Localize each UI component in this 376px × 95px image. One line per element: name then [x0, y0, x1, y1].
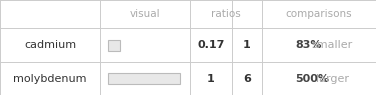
Text: 83%: 83% — [296, 40, 322, 50]
Text: ratios: ratios — [211, 9, 241, 19]
Text: 6: 6 — [243, 74, 251, 84]
Text: 500%: 500% — [296, 74, 329, 84]
Bar — [108, 40, 120, 51]
Text: 0.17: 0.17 — [197, 40, 225, 50]
Text: larger: larger — [316, 74, 349, 84]
Text: cadmium: cadmium — [24, 40, 76, 50]
Text: smaller: smaller — [311, 40, 352, 50]
Text: molybdenum: molybdenum — [13, 74, 87, 84]
Text: 1: 1 — [207, 74, 215, 84]
Bar — [108, 73, 180, 84]
Text: 1: 1 — [243, 40, 251, 50]
Text: visual: visual — [130, 9, 160, 19]
Text: comparisons: comparisons — [286, 9, 352, 19]
